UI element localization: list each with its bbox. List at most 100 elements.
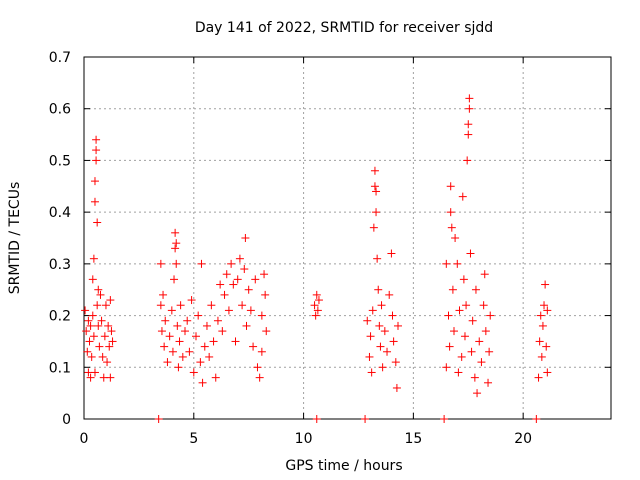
data-point: [312, 415, 321, 423]
data-points: [81, 94, 552, 423]
data-point: [457, 352, 466, 361]
data-point: [535, 337, 544, 346]
x-tick-label: 5: [189, 431, 198, 447]
data-point: [453, 259, 462, 268]
data-point: [90, 197, 99, 206]
data-point: [235, 254, 244, 263]
data-point: [445, 342, 454, 351]
data-point: [94, 285, 103, 294]
data-point: [233, 275, 242, 284]
data-point: [224, 306, 233, 315]
data-point: [388, 311, 397, 320]
data-point: [372, 187, 381, 196]
data-point: [471, 285, 480, 294]
data-point: [196, 358, 205, 367]
data-point: [313, 306, 322, 315]
data-point: [534, 373, 543, 382]
data-point: [540, 301, 549, 310]
data-point: [465, 104, 474, 113]
data-point: [440, 415, 449, 423]
data-point: [375, 321, 384, 330]
data-point: [447, 223, 456, 232]
data-point: [387, 249, 396, 258]
data-point: [486, 311, 495, 320]
data-point: [100, 332, 109, 341]
data-point: [464, 130, 473, 139]
data-point: [538, 321, 547, 330]
data-point: [107, 327, 116, 336]
data-point: [479, 301, 488, 310]
x-tick-label: 0: [80, 431, 89, 447]
data-point: [372, 208, 381, 217]
y-tick-label: 0.4: [49, 205, 71, 221]
data-point: [536, 311, 545, 320]
data-point: [213, 316, 222, 325]
data-point: [442, 259, 451, 268]
data-point: [173, 321, 182, 330]
data-point: [172, 239, 181, 248]
x-tick-label: 20: [514, 431, 532, 447]
data-point: [464, 120, 473, 129]
data-point: [458, 192, 467, 201]
data-point: [442, 363, 451, 372]
data-point: [253, 363, 262, 372]
data-point: [163, 358, 172, 367]
data-point: [92, 146, 101, 155]
data-point: [262, 327, 271, 336]
data-point: [220, 290, 229, 299]
data-point: [90, 368, 99, 377]
data-point: [103, 358, 112, 367]
data-point: [462, 301, 471, 310]
plot-frame: [83, 56, 612, 420]
data-point: [85, 337, 94, 346]
data-point: [541, 280, 550, 289]
data-point: [468, 316, 477, 325]
data-point: [251, 275, 260, 284]
data-point: [94, 321, 103, 330]
data-point: [376, 342, 385, 351]
data-point: [160, 342, 169, 351]
axis-ticks: 0 5 10 15 20 0 0.1 0.2 0.3 0.4 0.5 0.6 0.7: [49, 50, 611, 447]
data-point: [159, 290, 168, 299]
y-tick-label: 0.6: [49, 102, 71, 118]
data-point: [156, 301, 165, 310]
data-point: [380, 327, 389, 336]
x-axis-label: GPS time / hours: [285, 458, 402, 474]
data-point: [200, 342, 209, 351]
data-point: [167, 306, 176, 315]
data-point: [261, 290, 270, 299]
data-point: [88, 275, 97, 284]
data-point: [191, 332, 200, 341]
data-point: [246, 306, 255, 315]
data-point: [90, 177, 99, 186]
data-point: [465, 94, 474, 103]
data-point: [446, 208, 455, 217]
data-point: [197, 259, 206, 268]
data-point: [374, 285, 383, 294]
data-point: [198, 378, 207, 387]
data-point: [370, 166, 379, 175]
grid: [84, 57, 611, 419]
data-point: [485, 347, 494, 356]
data-point: [106, 373, 115, 382]
data-point: [361, 415, 370, 423]
data-point: [86, 373, 95, 382]
data-point: [241, 234, 250, 242]
data-point: [446, 182, 455, 191]
data-point: [92, 156, 101, 165]
data-point: [209, 337, 218, 346]
data-point: [470, 373, 479, 382]
data-point: [484, 378, 493, 387]
data-point: [370, 182, 379, 191]
data-point: [460, 332, 469, 341]
data-point: [537, 352, 546, 361]
data-point: [394, 321, 403, 330]
data-point: [310, 301, 319, 310]
data-point: [194, 311, 203, 320]
data-point: [542, 342, 551, 351]
data-point: [174, 363, 183, 372]
x-tick-label: 10: [295, 431, 313, 447]
data-point: [183, 316, 192, 325]
data-point: [154, 415, 163, 423]
